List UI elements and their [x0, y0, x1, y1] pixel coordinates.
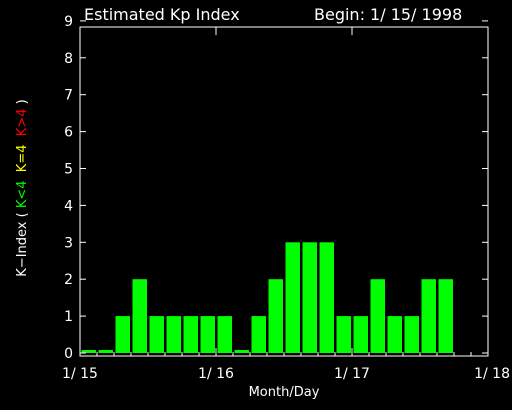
bars-group — [81, 242, 453, 353]
kp-bar — [285, 242, 300, 353]
x-axis: 1/ 15 1/ 16 1/ 17 1/ 18 — [62, 27, 510, 382]
x-tick-label: 1/ 15 — [62, 366, 98, 382]
kp-bar — [149, 316, 164, 353]
kp-bar — [132, 279, 147, 353]
kp-bar — [183, 316, 198, 353]
x-axis-title: Month/Day — [249, 385, 320, 400]
kp-bar — [421, 279, 436, 353]
kp-bar — [115, 316, 130, 353]
y-tick-label: 5 — [64, 162, 73, 178]
kp-bar — [98, 350, 113, 353]
kp-bar — [387, 316, 402, 353]
y-axis-title-part: ) — [15, 99, 30, 108]
kp-bar — [302, 242, 317, 353]
y-axis-title-part: K−Index ( — [15, 208, 30, 277]
y-tick-label: 3 — [64, 235, 73, 251]
kp-bar — [251, 316, 266, 353]
kp-bar — [166, 316, 181, 353]
x-tick-label: 1/ 18 — [474, 366, 510, 382]
y-axis-title-part: K<4 — [15, 180, 30, 208]
y-tick-label: 7 — [64, 88, 73, 104]
kp-bar — [319, 242, 334, 353]
x-tick-label: 1/ 17 — [334, 366, 370, 382]
kp-bar — [370, 279, 385, 353]
y-tick-label: 4 — [64, 198, 73, 214]
y-tick-label: 6 — [64, 125, 73, 141]
kp-bar — [336, 316, 351, 353]
x-tick-label: 1/ 16 — [198, 366, 234, 382]
kp-bar — [200, 316, 215, 353]
y-tick-label: 8 — [64, 51, 73, 67]
y-axis-title-part: K>4 — [15, 109, 30, 137]
kp-bar — [404, 316, 419, 353]
chart-title: Estimated Kp Index — [84, 5, 240, 24]
kp-bar — [353, 316, 368, 353]
kp-bar — [234, 350, 249, 353]
y-axis: 0 1 2 3 4 5 6 7 8 9 — [64, 14, 488, 362]
kp-bar — [217, 316, 232, 353]
y-axis-title-part — [15, 136, 30, 144]
begin-date-label: Begin: 1/ 15/ 1998 — [314, 5, 462, 24]
y-tick-label: 2 — [64, 272, 73, 288]
y-tick-label: 9 — [64, 14, 73, 30]
y-axis-title-part: K=4 — [15, 144, 30, 172]
kp-bar — [81, 350, 96, 353]
y-axis-title: K−Index ( K<4 K=4 K>4 ) — [15, 99, 30, 276]
y-tick-label: 0 — [64, 346, 73, 362]
y-tick-label: 1 — [64, 309, 73, 325]
y-axis-title-part — [15, 172, 30, 180]
kp-bar — [438, 279, 453, 353]
kp-bar — [268, 279, 283, 353]
